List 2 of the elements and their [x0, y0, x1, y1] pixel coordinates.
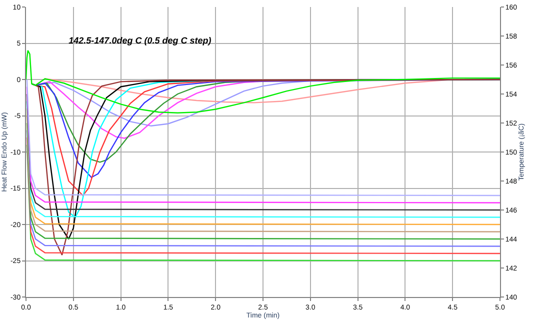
text: 142.5-147.0deg C (0.5 deg C step) — [68, 36, 212, 46]
line-series — [26, 50, 500, 114]
